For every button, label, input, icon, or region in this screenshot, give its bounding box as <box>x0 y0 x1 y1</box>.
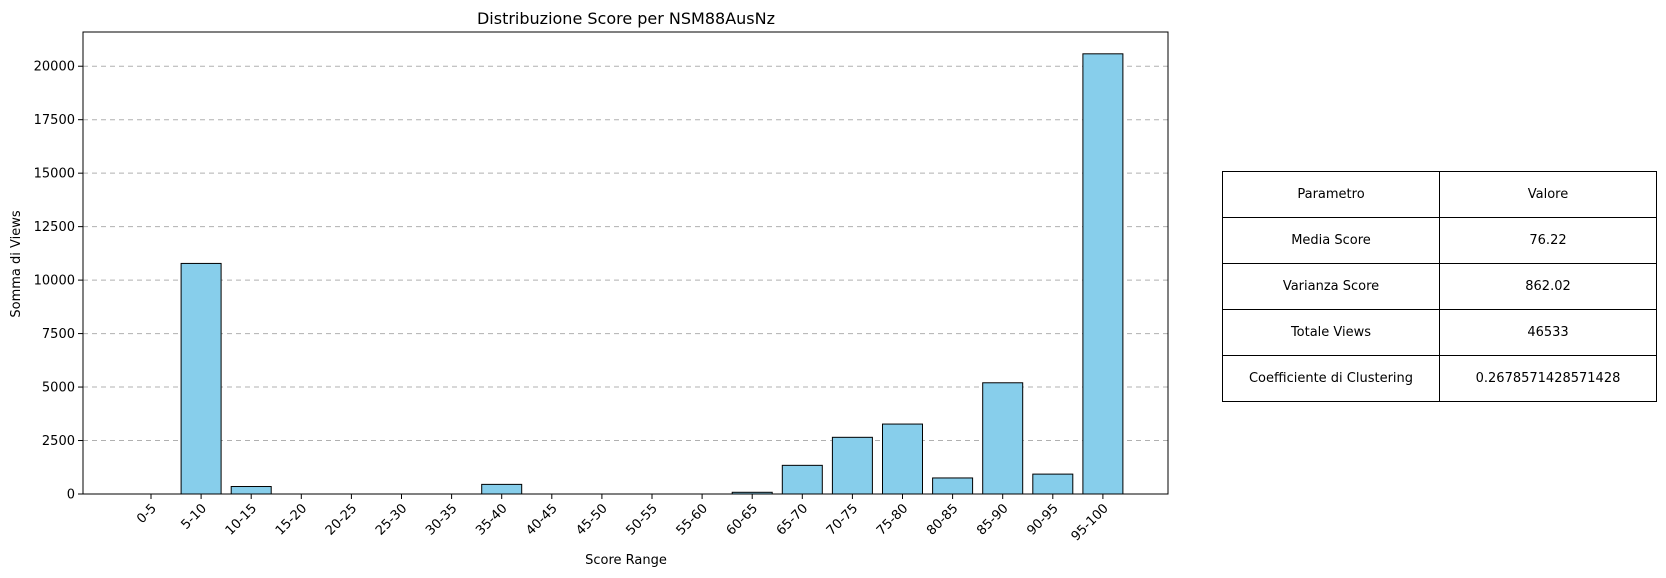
x-tick-label: 30-35 <box>423 501 460 538</box>
y-tick-label: 0 <box>67 488 75 503</box>
plot-frame <box>82 31 1169 495</box>
bar <box>230 486 272 495</box>
y-tick-label: 2500 <box>42 434 75 449</box>
y-axis-label: Somma di Views <box>9 210 24 317</box>
x-tick-label: 0-5 <box>134 501 160 527</box>
bar <box>180 262 222 495</box>
x-tick-label: 15-20 <box>273 501 310 538</box>
table-row: Totale Views 46533 <box>1222 309 1657 356</box>
bar <box>1082 53 1124 495</box>
x-axis: 0-5 5-10 10-15 15-20 20-25 25-30 30-35 35-40 40-… <box>134 494 1112 544</box>
x-tick-label: 70-75 <box>824 501 861 538</box>
table-row: Media Score 76.22 <box>1222 217 1657 264</box>
y-tick-label: 10000 <box>34 274 75 289</box>
bar <box>481 483 523 495</box>
bar <box>781 464 823 495</box>
bars <box>180 53 1124 495</box>
chart-title: Distribuzione Score per NSM88AusNz <box>477 9 775 28</box>
y-tick-label: 7500 <box>42 327 75 342</box>
table-row: Coefficiente di Clustering 0.26785714285… <box>1222 355 1657 402</box>
table-cell: 862.02 <box>1439 263 1657 310</box>
x-tick-label: 25-30 <box>373 501 410 538</box>
stats-table: Parametro Valore Media Score 76.22 Varia… <box>1222 171 1657 402</box>
y-tick-label: 20000 <box>34 60 75 75</box>
table-cell: Varianza Score <box>1222 263 1440 310</box>
x-tick-label: 65-70 <box>774 501 811 538</box>
x-axis-label: Score Range <box>585 553 667 568</box>
table-cell: 76.22 <box>1439 217 1657 264</box>
table-header-cell: Valore <box>1439 171 1657 218</box>
table-cell: 0.2678571428571428 <box>1439 355 1657 402</box>
bar <box>932 477 974 495</box>
table-row: Varianza Score 862.02 <box>1222 263 1657 310</box>
bar <box>982 382 1024 495</box>
x-tick-label: 75-80 <box>874 501 911 538</box>
y-tick-label: 17500 <box>34 113 75 128</box>
x-tick-label: 50-55 <box>624 501 661 538</box>
bar <box>882 423 923 495</box>
x-tick-label: 10-15 <box>223 501 260 538</box>
bar <box>831 436 873 495</box>
table-cell: Totale Views <box>1222 309 1440 356</box>
x-tick-label: 5-10 <box>178 501 209 532</box>
table-cell: Coefficiente di Clustering <box>1222 355 1440 402</box>
y-axis: 0 2500 5000 7500 10000 12500 15000 17500 20000 <box>34 60 83 503</box>
x-tick-label: 40-45 <box>523 501 560 538</box>
table-cell: Media Score <box>1222 217 1440 264</box>
bar <box>1032 473 1074 495</box>
table-header-row: Parametro Valore <box>1222 171 1657 218</box>
x-tick-label: 45-50 <box>573 501 610 538</box>
y-tick-label: 5000 <box>42 381 75 396</box>
x-tick-label: 55-60 <box>674 501 711 538</box>
x-tick-label: 20-25 <box>323 501 360 538</box>
y-tick-label: 15000 <box>34 167 75 182</box>
x-tick-label: 35-40 <box>473 501 510 538</box>
x-tick-label: 90-95 <box>1024 501 1061 538</box>
x-tick-label: 95-100 <box>1069 501 1112 544</box>
y-tick-label: 12500 <box>34 220 75 235</box>
table-header-cell: Parametro <box>1222 171 1440 218</box>
table-cell: 46533 <box>1439 309 1657 356</box>
x-tick-label: 85-90 <box>974 501 1011 538</box>
x-tick-label: 60-65 <box>724 501 761 538</box>
x-tick-label: 80-85 <box>924 501 961 538</box>
